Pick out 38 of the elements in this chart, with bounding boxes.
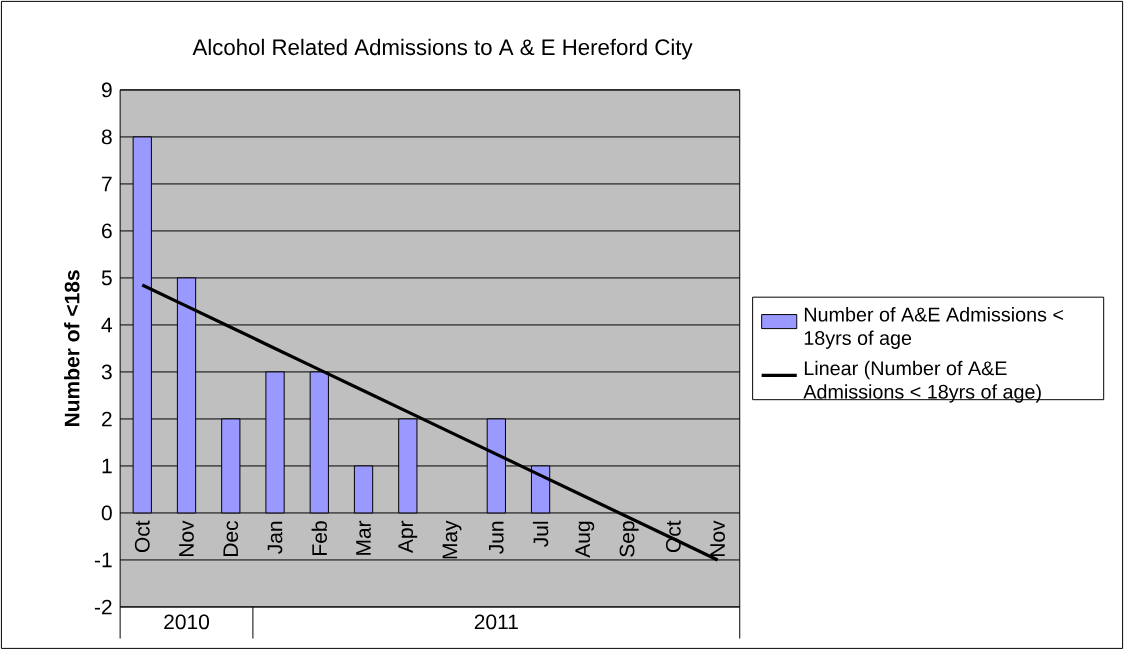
x-tick-label: Nov: [179, 520, 194, 557]
y-tick-label: -2: [94, 599, 112, 615]
y-tick-label: 2: [102, 411, 112, 427]
y-tick-label: 8: [101, 129, 112, 145]
legend-label: Linear (Number of A&E Admissions < 18yrs of age): [803, 360, 1041, 403]
bar: [530, 465, 551, 514]
y-tick-label: 5: [101, 270, 112, 286]
bar: [486, 418, 506, 514]
x-tick-label: May: [442, 520, 462, 559]
text: 2010: [164, 614, 210, 630]
bar: [265, 371, 285, 514]
legend-label: Number of A&E Admissions < 18yrs of age: [804, 307, 1064, 350]
x-tick-label: Mar: [356, 520, 371, 555]
y-tick-label: 3: [101, 364, 112, 380]
y-tick-label: 6: [102, 223, 112, 239]
y-axis-title: Number of <18s: [64, 270, 80, 427]
x-tick-label: Aug: [575, 521, 595, 558]
x-tick-label: Dec: [223, 521, 239, 557]
y-tick-label: 4: [101, 317, 113, 333]
x-tick-label: Jan: [267, 521, 283, 555]
x-tick-label: Oct: [134, 520, 150, 553]
bar: [309, 371, 329, 514]
x-tick-label: Jul: [532, 521, 549, 548]
y-tick-label: 7: [102, 176, 112, 192]
bar: [398, 418, 418, 514]
x-tick-label: Apr: [398, 520, 418, 554]
chart-title: Alcohol Related Admissions to A & E Hereford City: [192, 38, 693, 60]
y-tick-label: 1: [102, 458, 112, 474]
bar: [353, 465, 374, 514]
y-tick-label: 0: [101, 505, 112, 521]
x-tick-label: Feb: [311, 521, 327, 555]
y-tick-label: -1: [94, 552, 112, 568]
x-tick-label: Jun: [489, 521, 504, 555]
x-tick-label: Sep: [619, 521, 639, 557]
y-tick-label: 9: [101, 82, 112, 98]
x-tick-label: Nov: [710, 520, 725, 557]
text: 2011: [474, 614, 518, 630]
bar: [221, 418, 241, 514]
